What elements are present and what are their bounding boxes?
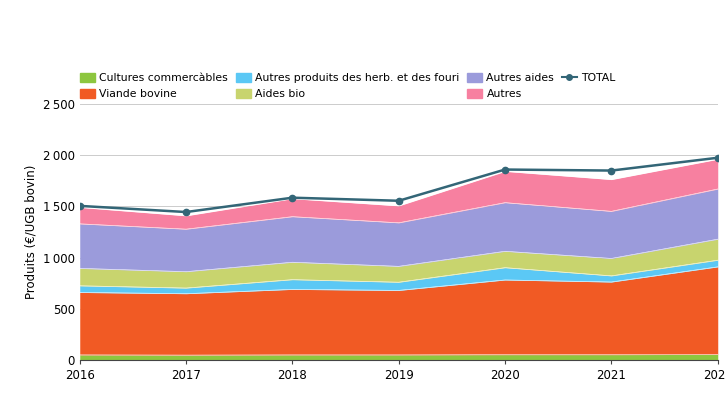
Y-axis label: Produits (€/UGB bovin): Produits (€/UGB bovin) <box>25 165 37 299</box>
Legend: Cultures commercàbles, Viande bovine, Autres produits des herb. et des fouri, Ai: Cultures commercàbles, Viande bovine, Au… <box>80 73 616 99</box>
